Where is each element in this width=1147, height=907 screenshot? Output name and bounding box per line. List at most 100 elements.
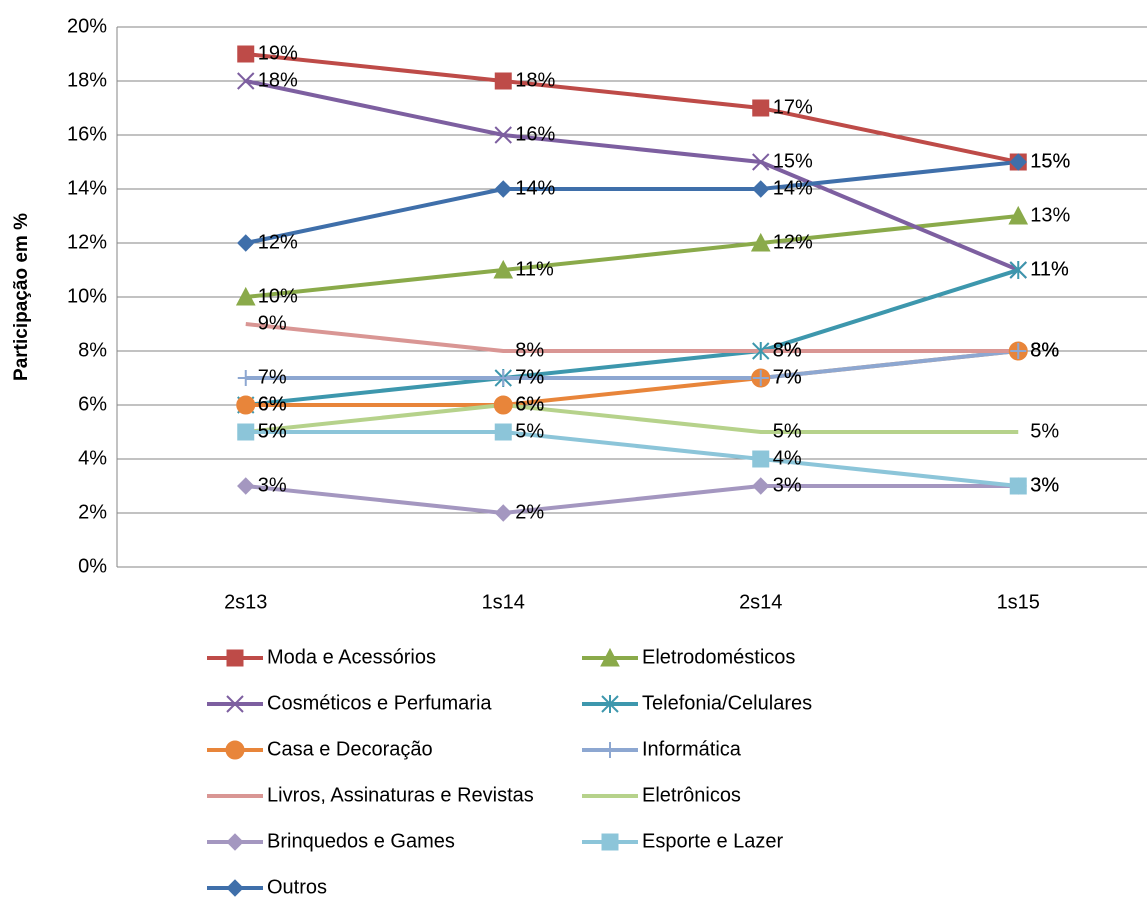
marker <box>601 695 619 713</box>
marker <box>494 423 512 441</box>
legend-label: Informática <box>642 738 742 760</box>
marker <box>226 833 244 851</box>
legend-label: Esporte e Lazer <box>642 830 784 852</box>
data-label: 16% <box>515 123 555 145</box>
marker <box>600 647 620 667</box>
marker <box>1008 205 1029 225</box>
data-label: 13% <box>1030 204 1070 226</box>
marker <box>237 234 255 252</box>
marker <box>493 259 514 279</box>
marker <box>237 45 255 63</box>
marker <box>752 370 769 386</box>
marker <box>602 742 618 758</box>
data-label: 6% <box>515 393 544 415</box>
marker <box>226 695 244 713</box>
marker <box>752 180 770 198</box>
data-label: 15% <box>773 150 813 172</box>
data-label: 18% <box>258 69 298 91</box>
x-tick-label: 1s15 <box>997 591 1040 613</box>
marker <box>494 126 512 144</box>
data-label: 5% <box>258 420 287 442</box>
legend-label: Livros, Assinaturas e Revistas <box>267 784 534 806</box>
marker <box>237 423 255 441</box>
marker <box>236 395 256 415</box>
x-tick-label: 2s14 <box>739 591 782 613</box>
y-tick-label: 12% <box>67 231 107 253</box>
data-label: 4% <box>773 447 802 469</box>
series-line <box>245 79 1020 272</box>
legend-label: Outros <box>267 876 327 898</box>
marker <box>226 649 244 667</box>
data-label: 6% <box>258 393 287 415</box>
series-line <box>245 403 1019 434</box>
data-label: 18% <box>515 69 555 91</box>
data-label: 7% <box>773 366 802 388</box>
series-line <box>245 430 1019 488</box>
data-label: 6% <box>515 393 544 415</box>
data-label: 19% <box>258 42 298 64</box>
data-label: 9% <box>258 312 287 334</box>
legend-label: Cosméticos e Perfumaria <box>267 692 492 714</box>
y-axis-label: Participação em % <box>11 213 32 381</box>
data-label: 5% <box>515 420 544 442</box>
marker <box>752 477 770 495</box>
data-label: 8% <box>515 339 544 361</box>
series-line <box>245 268 1019 407</box>
legend-label: Brinquedos e Games <box>267 830 455 852</box>
marker <box>752 153 770 171</box>
marker <box>752 450 770 468</box>
legend-label: Casa e Decoração <box>267 738 433 760</box>
marker <box>601 833 619 851</box>
y-tick-label: 0% <box>78 555 107 577</box>
marker <box>1009 153 1027 171</box>
data-label: 11% <box>1030 258 1069 280</box>
marker <box>750 232 771 252</box>
data-label: 5% <box>773 420 802 442</box>
data-label: 7% <box>515 366 544 388</box>
y-tick-label: 14% <box>67 177 107 199</box>
y-tick-label: 2% <box>78 501 107 523</box>
data-label: 11% <box>1030 258 1069 280</box>
marker <box>495 370 512 386</box>
x-tick-label: 2s13 <box>224 591 267 613</box>
marker <box>493 395 513 415</box>
marker <box>494 504 512 522</box>
series-line <box>245 322 1019 353</box>
legend-label: Eletrônicos <box>642 784 741 806</box>
data-label: 17% <box>773 96 813 118</box>
data-label: 2% <box>515 501 544 523</box>
data-label: 11% <box>515 258 554 280</box>
series-line <box>245 349 1019 380</box>
marker <box>494 72 512 90</box>
data-label: 12% <box>773 231 813 253</box>
y-tick-label: 10% <box>67 285 107 307</box>
data-label: 10% <box>258 285 298 307</box>
marker <box>237 370 254 386</box>
y-tick-label: 20% <box>67 15 107 37</box>
marker <box>237 477 255 495</box>
marker <box>752 342 770 360</box>
series-line <box>245 214 1019 299</box>
data-label: 3% <box>258 474 287 496</box>
data-label: 3% <box>773 474 802 496</box>
legend-label: Moda e Acessórios <box>267 646 436 668</box>
data-label: 15% <box>1030 150 1070 172</box>
marker <box>226 879 244 897</box>
series-line <box>245 484 1019 515</box>
data-label: 14% <box>773 177 813 199</box>
data-label: 3% <box>1030 474 1059 496</box>
marker <box>752 99 770 117</box>
y-tick-label: 8% <box>78 339 107 361</box>
marker <box>235 286 256 306</box>
x-tick-label: 1s14 <box>482 591 525 613</box>
data-label: 3% <box>1030 474 1059 496</box>
legend-label: Telefonia/Celulares <box>642 692 812 714</box>
marker <box>1009 261 1027 279</box>
data-label: 8% <box>773 339 802 361</box>
data-label: 7% <box>515 366 544 388</box>
marker <box>225 740 245 760</box>
data-label: 8% <box>1030 339 1059 361</box>
data-label: 8% <box>1030 339 1059 361</box>
y-tick-label: 16% <box>67 123 107 145</box>
data-label: 15% <box>1030 150 1070 172</box>
